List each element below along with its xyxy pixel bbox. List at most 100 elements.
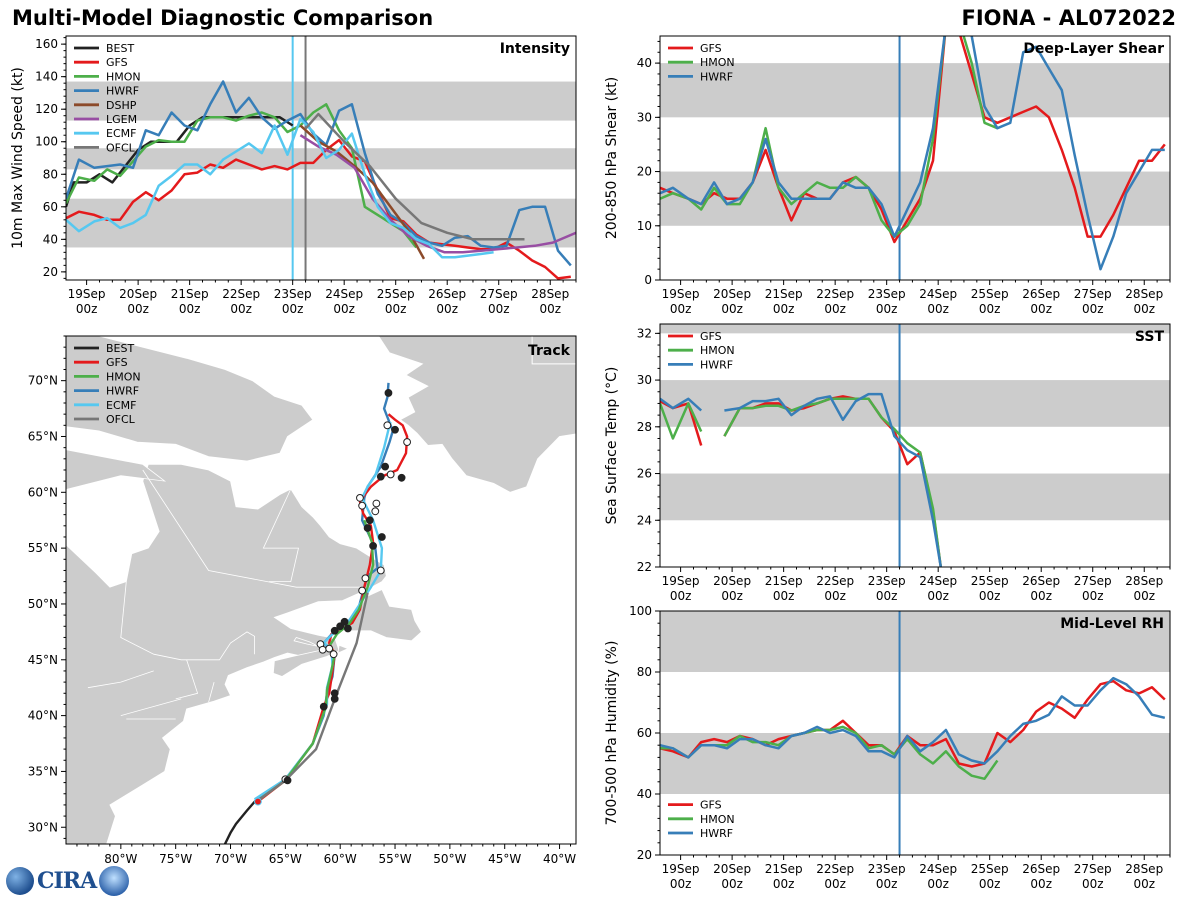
- rh-xtick-label: 00z: [824, 877, 846, 891]
- sst-xtick-label: 00z: [824, 589, 846, 603]
- track-map-group: [66, 336, 576, 844]
- intensity-legend-label-hmon: HMON: [106, 70, 141, 83]
- intensity-xtick-label: 00z: [333, 302, 355, 316]
- track-marker: [330, 689, 339, 698]
- sst-ytick-label: 30: [637, 373, 652, 387]
- sst-ytick-label: 24: [637, 513, 652, 527]
- intensity-series-ecmf: [66, 117, 494, 259]
- sst-xtick-label: 22Sep: [816, 574, 854, 588]
- border-line-2: [262, 488, 300, 582]
- intensity-xtick-label: 28Sep: [531, 287, 569, 301]
- rh-xtick-label: 00z: [721, 877, 743, 891]
- intensity-xtick-label: 00z: [76, 302, 98, 316]
- storm-id-title: FIONA - AL072022: [961, 6, 1176, 30]
- sst-ytick-label: 28: [637, 420, 652, 434]
- shear-ytick-label: 0: [644, 273, 652, 287]
- rh-xtick-label: 00z: [1082, 877, 1104, 891]
- shear-series-group: [660, 36, 1166, 271]
- track-xtick-label: 45°W: [488, 852, 521, 866]
- track-marker: [283, 776, 292, 785]
- shear-xtick-label: 00z: [1133, 302, 1155, 316]
- shear-xtick-label: 26Sep: [1022, 287, 1060, 301]
- intensity-ytick-label: 80: [43, 167, 58, 181]
- track-marker: [386, 470, 395, 479]
- rh-xtick-label: 00z: [1133, 877, 1155, 891]
- intensity-ylabel: 10m Max Wind Speed (kt): [10, 67, 26, 249]
- shear-xtick-label: 00z: [979, 302, 1001, 316]
- rh-xtick-label: 00z: [1030, 877, 1052, 891]
- rh-xtick-label: 23Sep: [868, 862, 906, 876]
- track-marker: [403, 438, 411, 446]
- intensity-series-group: [66, 80, 576, 280]
- track-xtick-label: 40°W: [543, 852, 576, 866]
- rh-legend-label-hwrf: HWRF: [700, 827, 733, 840]
- sst-xtick-label: 00z: [773, 589, 795, 603]
- intensity-xtick-label: 25Sep: [377, 287, 415, 301]
- track-marker: [376, 472, 385, 481]
- intensity-xtick-label: 23Sep: [274, 287, 312, 301]
- track-ytick-label: 65°N: [28, 429, 58, 443]
- rh-xtick-label: 19Sep: [662, 862, 700, 876]
- intensity-ytick-label: 160: [35, 37, 58, 51]
- sst-legend-label-hwrf: HWRF: [700, 358, 733, 371]
- sst-legend-label-gfs: GFS: [700, 330, 722, 343]
- track-marker: [372, 499, 381, 508]
- track-marker: [330, 626, 339, 635]
- sst-xtick-label: 27Sep: [1074, 574, 1112, 588]
- intensity-title: Intensity: [500, 41, 570, 57]
- sst-xtick-label: 28Sep: [1125, 574, 1163, 588]
- sst-xtick-label: 00z: [979, 589, 1001, 603]
- intensity-xtick-label: 20Sep: [119, 287, 157, 301]
- intensity-legend-label-dshp: DSHP: [106, 99, 137, 112]
- rh-xtick-label: 00z: [670, 877, 692, 891]
- track-frame: [65, 335, 577, 845]
- shear-xtick-label: 00z: [670, 302, 692, 316]
- rh-title: Mid-Level RH: [1060, 616, 1164, 632]
- sst-title: SST: [1135, 329, 1165, 345]
- land-north-america: [66, 463, 387, 844]
- track-marker: [340, 617, 349, 626]
- intensity-xtick-label: 26Sep: [428, 287, 466, 301]
- shear-xtick-label: 28Sep: [1125, 287, 1163, 301]
- intensity-ytick-label: 140: [35, 70, 58, 84]
- track-legend-label-ofcl: OFCL: [106, 413, 136, 426]
- sst-xtick-label: 20Sep: [713, 574, 751, 588]
- shear-xtick-label: 00z: [824, 302, 846, 316]
- land-baffin-island: [66, 336, 314, 462]
- figure-title: Multi-Model Diagnostic Comparison: [12, 6, 434, 30]
- chart-rh: 2040608010019Sep00z20Sep00z21Sep00z22Sep…: [604, 604, 1171, 891]
- track-xtick-label: 50°W: [433, 852, 466, 866]
- shear-ytick-label: 40: [637, 56, 652, 70]
- rh-xtick-label: 00z: [979, 877, 1001, 891]
- track-marker: [343, 624, 352, 633]
- track-xtick-label: 65°W: [269, 852, 302, 866]
- sst-ytick-label: 32: [637, 326, 652, 340]
- intensity-xtick-label: 00z: [127, 302, 149, 316]
- sst-xtick-label: 26Sep: [1022, 574, 1060, 588]
- shear-xtick-label: 27Sep: [1074, 287, 1112, 301]
- shear-xtick-label: 00z: [1030, 302, 1052, 316]
- track-title: Track: [528, 343, 571, 359]
- rh-ytick-label: 80: [637, 665, 652, 679]
- track-ytick-label: 35°N: [28, 764, 58, 778]
- track-marker: [318, 645, 327, 654]
- track-legend-label-hwrf: HWRF: [106, 385, 139, 398]
- intensity-ytick-label: 60: [43, 200, 58, 214]
- track-ytick-label: 40°N: [28, 709, 58, 723]
- rh-series-gfs: [660, 679, 1166, 768]
- sst-xtick-label: 00z: [876, 589, 898, 603]
- track-marker: [397, 473, 406, 482]
- rh-band-0: [660, 733, 1170, 794]
- shear-xtick-label: 22Sep: [816, 287, 854, 301]
- shear-title: Deep-Layer Shear: [1023, 41, 1164, 57]
- sst-series-hmon-seg1: [723, 397, 943, 567]
- sst-series-hmon-seg0: [660, 402, 703, 440]
- track-marker: [381, 462, 390, 471]
- shear-xtick-label: 00z: [876, 302, 898, 316]
- border-line-0: [142, 469, 372, 588]
- track-ytick-label: 55°N: [28, 541, 58, 555]
- track-marker: [377, 533, 386, 541]
- shear-frame: [659, 35, 1171, 281]
- track-line-ofcl: [257, 592, 369, 802]
